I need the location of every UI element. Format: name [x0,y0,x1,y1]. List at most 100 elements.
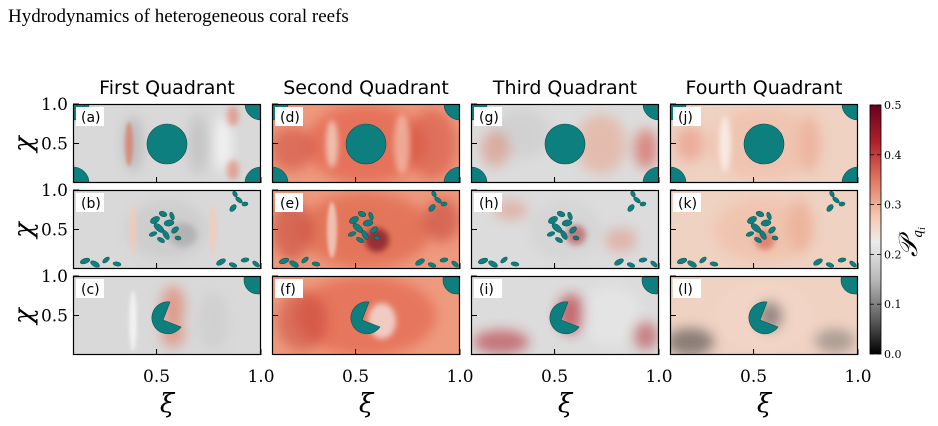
flow-feature [125,122,133,166]
flow-feature [634,129,658,169]
coral-corner [243,276,261,295]
coral-fragment [241,201,249,207]
colorbar: 0.5 0.4 0.3 0.2 0.1 0.0 𝒫qi [869,99,928,361]
flow-feature [227,160,239,180]
coral-fragment [232,190,238,198]
coral-fragment [838,201,846,207]
flow-feature [188,114,208,174]
flow-feature [634,322,658,350]
coral-fragment [510,261,520,267]
x-tick-label: 0.5 [740,367,767,387]
y-tick-label: 1.0 [41,267,68,287]
coral-fragment [440,201,448,207]
coral-corner [642,166,659,183]
y-axis-label: χ [9,134,39,154]
coral-fragment [829,190,835,198]
heatmap-panel: (b) [72,189,262,270]
flow-feature [272,127,314,171]
coral-fragment [289,260,299,268]
panel-label: (f) [280,282,296,298]
coral-fragment [687,260,697,268]
flow-feature [161,286,185,326]
coral-center [544,123,586,165]
heatmap-panel: (a) [72,103,262,184]
panel-label-bg [76,279,104,298]
coral-fragment [760,219,772,227]
x-axis-label: ξ [160,389,176,419]
colorbar-tick-label: 0.3 [884,199,902,212]
flow-feature [209,204,217,256]
flow-feature [368,303,396,339]
coral-fragment [699,256,707,264]
panel-label-bg [275,107,303,126]
coral-fragment [771,235,779,241]
x-axis-label: ξ [359,389,375,419]
coral-fragment [415,258,425,266]
panel-label-bg [474,193,502,212]
panel-label-bg [673,193,701,212]
flow-feature [407,109,457,179]
coral-fragment [439,257,449,263]
coral-fragment [150,216,160,224]
coral-fragment [546,231,556,237]
coral-fragment [252,260,260,268]
panel-label: (h) [479,196,499,212]
coral-fragment [477,257,489,265]
y-tick-label: 1.0 [41,181,68,201]
flow-feature [788,197,812,253]
coral-fragment [488,260,498,268]
y-tick-label: 0.5 [41,221,68,241]
coral-corner [244,166,261,183]
coral-fragment [235,196,243,204]
flow-feature [670,328,714,355]
coral-fragment [370,226,378,234]
panel-label: (l) [678,282,693,298]
coral-fragment [754,237,762,243]
flow-feature [326,120,338,168]
coral-fragment [311,261,321,267]
flow-feature [272,200,312,260]
coral-center [146,123,188,165]
coral-fragment [627,204,635,212]
coral-fragment [500,256,508,264]
panel-label-bg [76,107,104,126]
coral-fragment [431,190,437,198]
coral-corner [841,166,858,183]
coral-corner [272,166,289,183]
x-tick-label: 0.5 [541,367,568,387]
flow-feature [800,114,820,174]
heatmap-panel: (g) [470,103,660,184]
coral-fragment [427,262,437,268]
flow-feature [815,329,855,353]
coral-fragment [174,235,182,241]
coral-fragment [112,261,122,267]
coral-fragment [759,230,767,240]
coral-fragment [229,204,237,212]
column-title: First Quadrant [99,77,235,99]
colorbar-tick-label: 0.4 [884,149,902,162]
heatmap-panel: (i) [470,275,660,356]
coral-corner [670,166,687,183]
coral-fragment [745,231,755,237]
flow-feature [481,131,509,167]
coral-partial [350,301,381,335]
coral-fragment [278,257,290,265]
x-tick-label: 1.0 [844,367,871,387]
colorbar-label: 𝒫qi [894,227,928,257]
panel-label: (d) [280,110,300,126]
x-tick-label: 1.0 [645,367,672,387]
coral-fragment [216,258,226,266]
coral-center [743,123,785,165]
coral-fragment [148,231,158,237]
coral-partial [151,301,182,335]
coral-fragment [676,257,688,265]
coral-corner [73,166,90,183]
flow-feature [495,200,527,220]
x-axis-label: ξ [757,389,773,419]
panel-label-bg [474,107,502,126]
coral-fragment [614,258,624,266]
coral-fragment [569,226,577,234]
coral-corner [443,166,460,183]
x-tick-label: 1.0 [247,367,274,387]
y-tick-label: 1.0 [41,95,68,115]
